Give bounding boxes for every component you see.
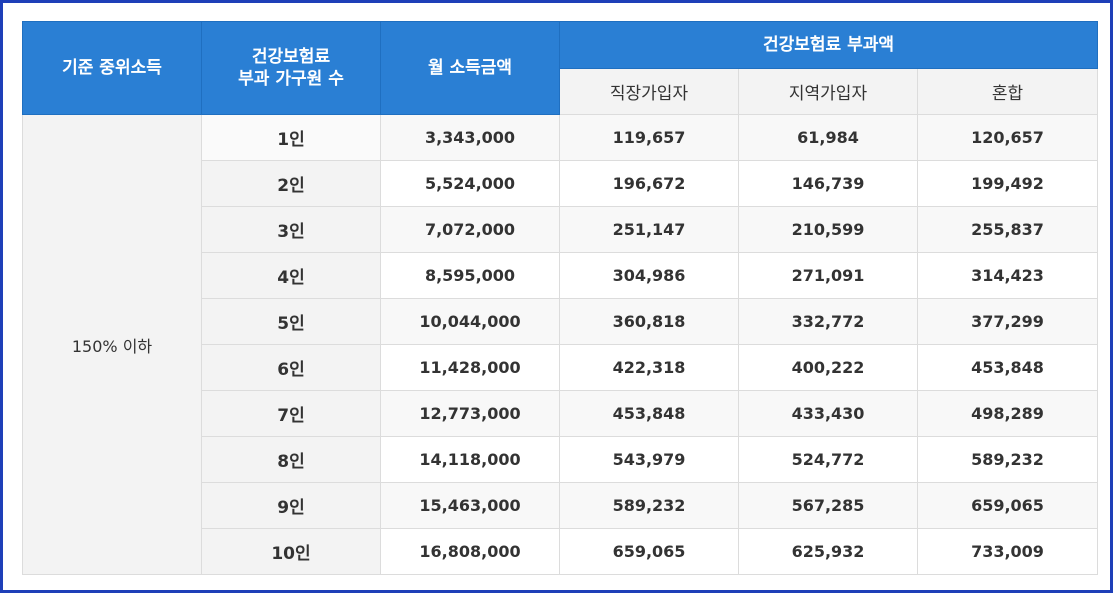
header-household-count: 건강보험료 부과 가구원 수 bbox=[201, 21, 381, 115]
table-row: 8인 14,118,000 543,979 524,772 589,232 bbox=[23, 436, 1098, 483]
household-count-cell: 8인 bbox=[201, 436, 381, 483]
workplace-premium-cell: 360,818 bbox=[559, 298, 739, 345]
monthly-income-cell: 14,118,000 bbox=[380, 436, 560, 483]
mixed-premium-cell: 199,492 bbox=[917, 160, 1098, 207]
household-count-cell: 4인 bbox=[201, 252, 381, 299]
mixed-premium-cell: 120,657 bbox=[917, 114, 1098, 161]
monthly-income-cell: 16,808,000 bbox=[380, 528, 560, 575]
header-monthly-income: 월 소득금액 bbox=[380, 21, 560, 115]
header-criterion: 기준 중위소득 bbox=[22, 21, 202, 115]
household-count-cell: 7인 bbox=[201, 390, 381, 437]
workplace-premium-cell: 453,848 bbox=[559, 390, 739, 437]
premium-table: 기준 중위소득 건강보험료 부과 가구원 수 월 소득금액 건강보험료 부과액 … bbox=[22, 21, 1098, 575]
workplace-premium-cell: 589,232 bbox=[559, 482, 739, 529]
table-row: 3인 7,072,000 251,147 210,599 255,837 bbox=[23, 206, 1098, 253]
mixed-premium-cell: 377,299 bbox=[917, 298, 1098, 345]
header-mixed: 혼합 bbox=[917, 68, 1098, 115]
header-household-line2: 부과 가구원 수 bbox=[238, 69, 344, 89]
monthly-income-cell: 3,343,000 bbox=[380, 114, 560, 161]
regional-premium-cell: 433,430 bbox=[738, 390, 918, 437]
header-household-line1: 건강보험료 bbox=[251, 47, 331, 67]
header-regional: 지역가입자 bbox=[738, 68, 918, 115]
table-row: 5인 10,044,000 360,818 332,772 377,299 bbox=[23, 298, 1098, 345]
table-body: 150% 이하 1인 3,343,000 119,657 61,984 120,657 2인… bbox=[22, 114, 1098, 575]
household-count-cell: 1인 bbox=[201, 114, 381, 161]
regional-premium-cell: 625,932 bbox=[738, 528, 918, 575]
household-count-cell: 3인 bbox=[201, 206, 381, 253]
mixed-premium-cell: 255,837 bbox=[917, 206, 1098, 253]
monthly-income-cell: 15,463,000 bbox=[380, 482, 560, 529]
table-row: 150% 이하 1인 3,343,000 119,657 61,984 120,657 bbox=[22, 114, 1098, 575]
household-count-cell: 10인 bbox=[201, 528, 381, 575]
regional-premium-cell: 210,599 bbox=[738, 206, 918, 253]
regional-premium-cell: 400,222 bbox=[738, 344, 918, 391]
mixed-premium-cell: 453,848 bbox=[917, 344, 1098, 391]
monthly-income-cell: 7,072,000 bbox=[380, 206, 560, 253]
monthly-income-cell: 12,773,000 bbox=[380, 390, 560, 437]
workplace-premium-cell: 304,986 bbox=[559, 252, 739, 299]
household-count-cell: 9인 bbox=[201, 482, 381, 529]
household-count-cell: 5인 bbox=[201, 298, 381, 345]
mixed-premium-cell: 733,009 bbox=[917, 528, 1098, 575]
table-row: 2인 5,524,000 196,672 146,739 199,492 bbox=[23, 160, 1098, 207]
header-workplace: 직장가입자 bbox=[559, 68, 739, 115]
workplace-premium-cell: 543,979 bbox=[559, 436, 739, 483]
table-row: 9인 15,463,000 589,232 567,285 659,065 bbox=[23, 482, 1098, 529]
regional-premium-cell: 271,091 bbox=[738, 252, 918, 299]
regional-premium-cell: 146,739 bbox=[738, 160, 918, 207]
table-row: 7인 12,773,000 453,848 433,430 498,289 bbox=[23, 390, 1098, 437]
criterion-cell: 150% 이하 bbox=[22, 114, 202, 575]
regional-premium-cell: 567,285 bbox=[738, 482, 918, 529]
table-row: 4인 8,595,000 304,986 271,091 314,423 bbox=[23, 252, 1098, 299]
monthly-income-cell: 8,595,000 bbox=[380, 252, 560, 299]
mixed-premium-cell: 314,423 bbox=[917, 252, 1098, 299]
workplace-premium-cell: 659,065 bbox=[559, 528, 739, 575]
monthly-income-cell: 11,428,000 bbox=[380, 344, 560, 391]
workplace-premium-cell: 196,672 bbox=[559, 160, 739, 207]
header-premium-group: 건강보험료 부과액 bbox=[559, 21, 1098, 69]
household-count-cell: 6인 bbox=[201, 344, 381, 391]
monthly-income-cell: 10,044,000 bbox=[380, 298, 560, 345]
monthly-income-cell: 5,524,000 bbox=[380, 160, 560, 207]
regional-premium-cell: 524,772 bbox=[738, 436, 918, 483]
mixed-premium-cell: 498,289 bbox=[917, 390, 1098, 437]
mixed-premium-cell: 589,232 bbox=[917, 436, 1098, 483]
workplace-premium-cell: 422,318 bbox=[559, 344, 739, 391]
table-row: 6인 11,428,000 422,318 400,222 453,848 bbox=[23, 344, 1098, 391]
workplace-premium-cell: 251,147 bbox=[559, 206, 739, 253]
regional-premium-cell: 61,984 bbox=[738, 114, 918, 161]
workplace-premium-cell: 119,657 bbox=[559, 114, 739, 161]
mixed-premium-cell: 659,065 bbox=[917, 482, 1098, 529]
table-row: 10인 16,808,000 659,065 625,932 733,009 bbox=[23, 528, 1098, 575]
household-count-cell: 2인 bbox=[201, 160, 381, 207]
regional-premium-cell: 332,772 bbox=[738, 298, 918, 345]
